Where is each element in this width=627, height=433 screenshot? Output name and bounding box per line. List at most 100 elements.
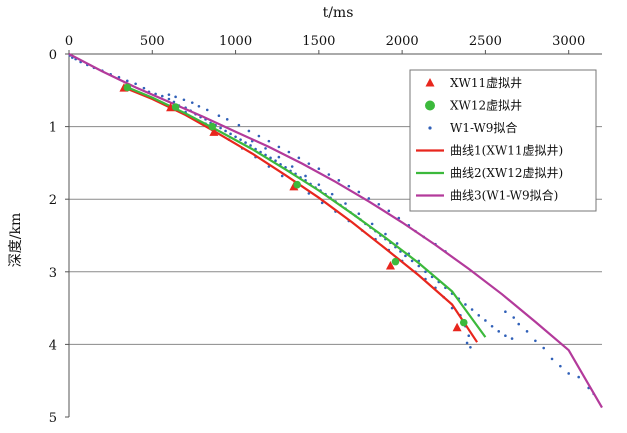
series-4-line	[123, 84, 487, 338]
series-2-point	[287, 150, 291, 154]
series-2-point	[267, 139, 271, 143]
series-2-point	[469, 346, 472, 349]
series-2-point	[160, 94, 164, 98]
series-2-point	[367, 197, 371, 200]
series-2-point	[317, 183, 321, 186]
series-2-point	[264, 147, 267, 150]
series-2-point	[125, 79, 129, 83]
series-2-point	[497, 330, 501, 333]
x-tick-label: 3000	[552, 34, 585, 49]
x-tick-label: 2000	[386, 34, 419, 49]
series-1-point	[123, 83, 132, 92]
series-2-point	[395, 242, 399, 245]
series-0-point	[209, 127, 219, 136]
series-2-point	[337, 179, 341, 182]
series-1-point	[208, 122, 217, 131]
series-2-point	[290, 165, 294, 168]
y-tick-label: 3	[49, 266, 57, 281]
series-0-point	[385, 260, 395, 270]
series-2-point	[277, 145, 281, 149]
series-2-point	[344, 202, 347, 205]
series-1-point	[459, 318, 468, 327]
y-axis-label: 深度/km	[8, 213, 24, 267]
x-tick-label: 2500	[469, 34, 502, 49]
series-2-point	[567, 372, 570, 375]
series-2-point	[134, 82, 137, 86]
series-2-point	[484, 319, 487, 322]
legend-entry-label: 曲线2(XW12虚拟井)	[450, 166, 563, 180]
series-2-point	[174, 95, 177, 99]
series-1-point	[293, 180, 301, 189]
series-2-point	[225, 118, 229, 121]
series-2-point	[512, 316, 516, 319]
y-tick-label: 5	[49, 411, 57, 426]
series-1-point	[171, 103, 180, 111]
series-2-point	[257, 134, 261, 138]
x-tick-label: 500	[140, 34, 165, 49]
series-2-point	[197, 104, 201, 108]
series-group	[68, 53, 603, 409]
series-2-point	[517, 322, 521, 326]
series-2-point	[297, 156, 301, 160]
series-2-point	[417, 264, 421, 268]
legend-entry-label: XW11虚拟井	[450, 76, 522, 90]
series-2-point	[504, 310, 507, 314]
series-2-point	[559, 364, 562, 368]
series-2-point	[167, 93, 171, 96]
series-2-point	[154, 92, 157, 96]
series-2-point	[370, 222, 374, 226]
series-2-point	[387, 209, 391, 213]
series-2-point	[424, 270, 427, 274]
series-2-point	[410, 259, 414, 263]
legend-swatch	[428, 126, 432, 130]
y-tick-label: 1	[49, 121, 57, 136]
series-2-point	[577, 375, 580, 379]
series-2-point	[490, 324, 494, 328]
series-2-point	[477, 314, 481, 317]
legend-entry-label: XW12虚拟井	[450, 99, 522, 113]
series-2-point	[190, 101, 194, 104]
series-2-point	[269, 156, 272, 160]
series-2-point	[239, 138, 242, 141]
series-2-point	[357, 212, 361, 216]
legend-box	[409, 69, 597, 212]
series-2-point	[542, 346, 546, 350]
series-2-point	[217, 114, 221, 118]
series-2-point	[229, 132, 232, 136]
series-5-line	[68, 53, 603, 409]
series-2-point	[277, 155, 281, 159]
series-2-point	[465, 341, 469, 345]
series-2-point	[234, 135, 237, 139]
series-2-point	[182, 98, 186, 102]
series-2-point	[327, 173, 331, 176]
series-2-point	[142, 86, 146, 90]
series-2-point	[320, 201, 324, 205]
series-2-point	[280, 174, 284, 178]
series-0-point	[452, 322, 462, 332]
series-2-point	[172, 100, 176, 104]
series-2-point	[244, 141, 247, 144]
legend-swatch	[425, 100, 435, 111]
series-2-point	[347, 184, 351, 188]
legend-entry-label: W1-W9拟合	[450, 120, 517, 135]
series-2-point	[504, 334, 507, 337]
series-2-point	[167, 97, 171, 101]
series-2-point	[510, 337, 514, 340]
y-tick-label: 2	[49, 193, 57, 208]
series-2-point	[470, 308, 474, 311]
legend-entry-label: 曲线1(XW11虚拟井)	[450, 144, 563, 158]
tick-labels: 0 500 1000 1500 2000 2500 3000 0 1 2 3 4 5	[49, 34, 586, 426]
y-tick-label: 4	[49, 338, 57, 353]
series-2-point	[307, 162, 311, 165]
x-tick-label: 1500	[302, 34, 335, 49]
series-2-point	[274, 159, 277, 163]
series-2-point	[237, 123, 241, 127]
series-2-point	[249, 144, 252, 147]
series-2-point	[467, 334, 471, 337]
series-2-point	[550, 357, 554, 361]
series-2-point	[377, 202, 381, 206]
series-2-point	[525, 330, 529, 333]
series-2-point	[317, 167, 321, 171]
series-2-point	[224, 129, 227, 133]
